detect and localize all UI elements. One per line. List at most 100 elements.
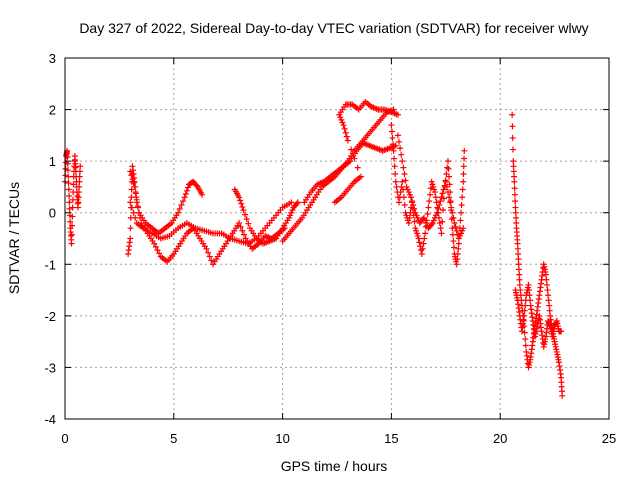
data-point (424, 211, 431, 218)
chart-title: Day 327 of 2022, Sidereal Day-to-day VTE… (79, 20, 588, 36)
data-point (151, 240, 158, 247)
data-point (132, 214, 139, 221)
data-point (343, 133, 350, 140)
data-layer (62, 98, 566, 399)
data-point (522, 302, 529, 309)
data-point (240, 207, 247, 214)
x-tick-label: 20 (493, 431, 507, 446)
data-point (133, 196, 140, 203)
data-point (208, 257, 215, 264)
data-point (527, 297, 534, 304)
data-point (543, 281, 550, 288)
data-point (558, 328, 565, 335)
data-point (76, 173, 83, 180)
data-point (199, 191, 206, 198)
data-point (510, 168, 517, 175)
data-point (444, 158, 451, 165)
data-point (397, 145, 404, 152)
data-point (459, 194, 466, 201)
data-point (438, 230, 445, 237)
data-point (240, 231, 247, 238)
data-point (396, 199, 403, 206)
data-point (410, 201, 417, 208)
data-point (409, 198, 416, 205)
data-point (545, 292, 552, 299)
data-point (402, 177, 409, 184)
data-point (68, 231, 75, 238)
data-point (515, 256, 522, 263)
data-point (511, 173, 518, 180)
data-point (76, 183, 83, 190)
data-point (448, 204, 455, 211)
data-point (442, 178, 449, 185)
data-point (514, 245, 521, 252)
data-point (390, 141, 397, 148)
data-point (516, 271, 523, 278)
y-tick-label: 2 (49, 103, 56, 118)
data-point (546, 307, 553, 314)
data-point (460, 225, 467, 232)
data-point (75, 194, 82, 201)
data-point (459, 186, 466, 193)
data-point (238, 200, 245, 207)
data-point (69, 213, 76, 220)
data-point (526, 292, 533, 299)
data-point (65, 186, 72, 193)
y-axis-label: SDTVAR / TECUs (6, 182, 22, 294)
data-point (388, 122, 395, 129)
data-point (515, 250, 522, 257)
data-point (132, 190, 139, 197)
plot-frame (64, 57, 610, 420)
data-point (522, 342, 529, 349)
data-point (394, 111, 401, 118)
data-point (439, 190, 446, 197)
data-point (293, 200, 300, 207)
data-point (419, 245, 426, 252)
data-point (454, 250, 461, 257)
data-point (131, 183, 138, 190)
data-point (294, 199, 301, 206)
data-point (458, 209, 465, 216)
data-point (509, 111, 516, 118)
data-point (452, 223, 459, 230)
data-point (152, 243, 159, 250)
data-point (512, 204, 519, 211)
data-point (406, 214, 413, 221)
data-point (69, 222, 76, 229)
data-point (439, 218, 446, 225)
data-point (182, 191, 189, 198)
data-point (354, 164, 361, 171)
data-point (76, 168, 83, 175)
data-point (545, 297, 552, 304)
data-point (128, 204, 135, 211)
data-point (243, 216, 250, 223)
data-point (205, 249, 212, 256)
data-point (546, 302, 553, 309)
data-point (454, 256, 461, 263)
data-point (341, 125, 348, 132)
data-point (348, 146, 355, 153)
data-point (516, 276, 523, 283)
data-point (76, 178, 83, 185)
x-tick-label: 15 (384, 431, 398, 446)
data-point (544, 287, 551, 294)
y-tick-label: -3 (44, 360, 56, 375)
data-point (156, 250, 163, 257)
data-point (522, 336, 529, 343)
data-point (176, 205, 183, 212)
data-point (450, 244, 457, 251)
data-point (180, 198, 187, 205)
data-point (178, 201, 185, 208)
data-point (411, 218, 418, 225)
data-point (193, 182, 200, 189)
data-point (127, 199, 134, 206)
data-point (415, 235, 422, 242)
data-point (543, 276, 550, 283)
data-point (407, 194, 414, 201)
data-point (203, 245, 210, 252)
data-point (453, 261, 460, 268)
data-point (64, 167, 71, 174)
data-point (400, 164, 407, 171)
data-point (75, 189, 82, 196)
data-point (357, 173, 364, 180)
